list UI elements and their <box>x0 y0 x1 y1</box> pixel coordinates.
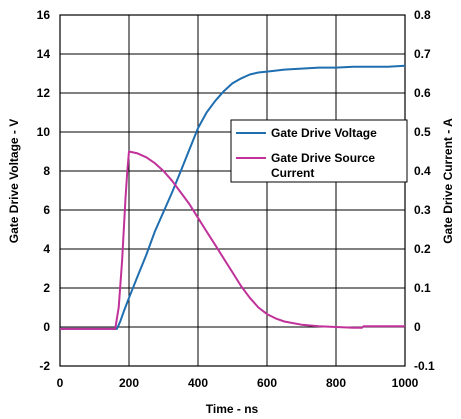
y-axis-left-title: Gate Drive Voltage - V <box>7 119 21 243</box>
y-right-tick-label: 0.1 <box>414 281 431 295</box>
y-left-tick-label: 10 <box>37 125 51 139</box>
y-left-tick-label: 4 <box>43 242 50 256</box>
legend-label-current-line2: Current <box>271 166 314 180</box>
y-right-tick-label: 0.2 <box>414 242 431 256</box>
y-right-tick-label: 0.6 <box>414 86 431 100</box>
y-left-tick-label: 0 <box>43 320 50 334</box>
plot-frame <box>59 14 406 367</box>
y-left-tick-label: 2 <box>43 281 50 295</box>
y-right-tick-label: 0.8 <box>414 8 431 22</box>
series-line-gate-drive-source-current <box>60 150 405 330</box>
x-axis-title: Time - ns <box>206 402 259 416</box>
legend-box <box>230 119 408 183</box>
series-group <box>60 64 406 330</box>
y-left-tick-label: 8 <box>43 164 50 178</box>
x-tick-label: 200 <box>119 376 139 390</box>
y-right-tick-label: 0.3 <box>414 203 431 217</box>
tick-labels: 0 200 400 600 800 1000 -2 0 2 4 6 8 10 12 14 16 -0.1 0 0.1… <box>37 8 435 390</box>
legend-label-current-line1: Gate Drive Source <box>271 151 375 165</box>
x-tick-label: 0 <box>57 376 64 390</box>
y-axis-right-title: Gate Drive Current - A <box>441 118 455 244</box>
y-left-tick-label: -2 <box>39 359 50 373</box>
y-right-tick-label: 0.7 <box>414 47 431 61</box>
x-tick-label: 1000 <box>392 376 419 390</box>
y-right-tick-label: 0 <box>414 320 421 334</box>
y-left-tick-label: 6 <box>43 203 50 217</box>
y-left-tick-label: 14 <box>37 47 51 61</box>
y-right-tick-label: 0.4 <box>414 164 431 178</box>
x-tick-label: 800 <box>326 376 346 390</box>
legend-label-voltage: Gate Drive Voltage <box>271 126 377 140</box>
series-line-gate-drive-voltage <box>60 64 406 330</box>
y-left-tick-label: 12 <box>37 86 51 100</box>
x-tick-label: 400 <box>188 376 208 390</box>
x-tick-label: 600 <box>257 376 277 390</box>
y-right-tick-label: 0.5 <box>414 125 431 139</box>
y-left-tick-label: 16 <box>37 8 51 22</box>
legend: Gate Drive Voltage Gate Drive Source Cur… <box>230 119 408 183</box>
y-right-tick-label: -0.1 <box>414 359 435 373</box>
